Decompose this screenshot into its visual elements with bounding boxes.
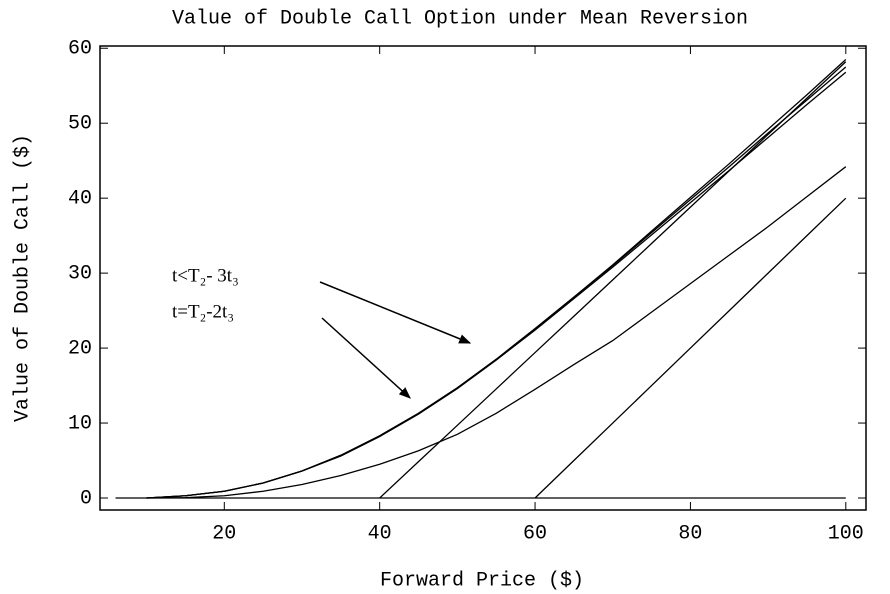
line-series xyxy=(534,197,847,499)
line-series xyxy=(379,61,847,499)
y-tick-label: 20 xyxy=(68,337,92,360)
y-tick-label: 60 xyxy=(68,38,92,61)
x-tick-label: 80 xyxy=(678,522,702,545)
annotation: t<T₂- 3t₃ xyxy=(172,265,239,286)
plot-frame xyxy=(99,45,867,511)
y-tick-label: 30 xyxy=(68,262,92,285)
y-tick-label: 40 xyxy=(68,187,92,210)
x-tick-label: 60 xyxy=(523,522,547,545)
y-tick-label: 0 xyxy=(80,487,92,510)
x-tick-label: 20 xyxy=(212,522,236,545)
chart-title: Value of Double Call Option under Mean R… xyxy=(172,7,748,30)
y-axis-label: Value of Double Call ($) xyxy=(11,134,34,422)
x-axis-label: Forward Price ($) xyxy=(380,569,584,592)
x-tick-label: 40 xyxy=(368,522,392,545)
arrow xyxy=(321,317,411,399)
line-series xyxy=(146,166,847,499)
x-tick-label: 100 xyxy=(828,522,864,545)
line-series xyxy=(146,59,847,499)
line-series xyxy=(146,71,847,499)
annotation: t=T₂-2t₃ xyxy=(172,301,234,322)
y-tick-label: 10 xyxy=(68,412,92,435)
arrow xyxy=(319,281,472,344)
line-series xyxy=(146,66,847,499)
y-tick-label: 50 xyxy=(68,112,92,135)
